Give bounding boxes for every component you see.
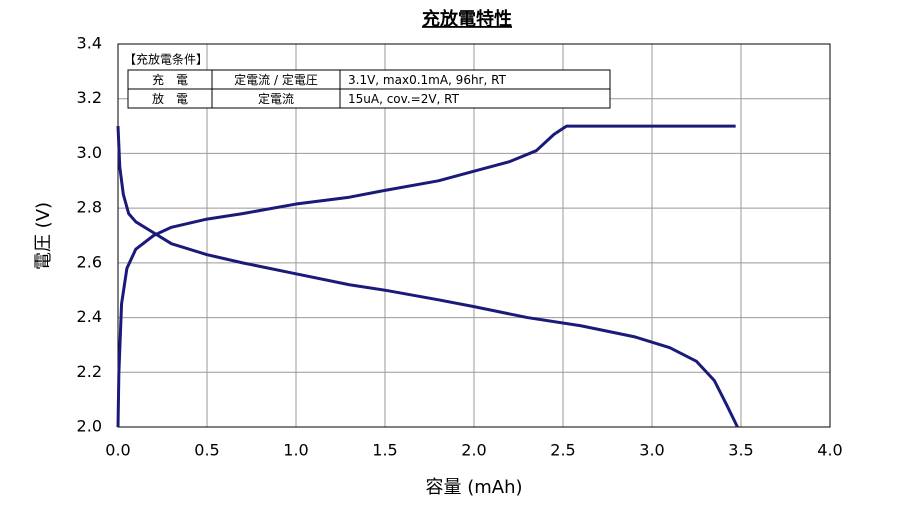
x-tick-label: 0.0 bbox=[105, 441, 130, 460]
y-tick-label: 2.6 bbox=[77, 252, 102, 271]
y-tick-label: 2.2 bbox=[77, 362, 102, 381]
table-cell: 定電流 bbox=[258, 91, 294, 106]
x-tick-label: 4.0 bbox=[817, 441, 842, 460]
x-tick-label: 2.5 bbox=[550, 441, 575, 460]
y-axis-label: 電圧 (V) bbox=[33, 202, 54, 270]
x-axis-label: 容量 (mAh) bbox=[425, 477, 522, 498]
y-tick-label: 3.0 bbox=[77, 143, 102, 162]
data-line bbox=[116, 126, 739, 428]
table-cell: 定電流 / 定電圧 bbox=[234, 72, 318, 87]
chart-title: 充放電特性 bbox=[422, 8, 512, 30]
y-tick-label: 2.0 bbox=[77, 417, 102, 436]
x-tick-label: 3.5 bbox=[728, 441, 753, 460]
x-tick-label: 0.5 bbox=[194, 441, 219, 460]
x-tick-label: 2.0 bbox=[461, 441, 486, 460]
y-tick-label: 2.4 bbox=[77, 307, 102, 326]
data-line bbox=[116, 124, 736, 428]
table-title: 【充放電条件】 bbox=[124, 52, 208, 67]
table-cell: 充 電 bbox=[152, 72, 188, 87]
x-tick-label: 1.5 bbox=[372, 441, 397, 460]
y-tick-label: 2.8 bbox=[77, 198, 102, 217]
table-cell: 3.1V, max0.1mA, 96hr, RT bbox=[348, 73, 507, 87]
table-cell: 放 電 bbox=[152, 91, 188, 106]
x-tick-label: 1.0 bbox=[283, 441, 308, 460]
x-tick-label: 3.0 bbox=[639, 441, 664, 460]
plot-border bbox=[117, 43, 831, 428]
y-tick-label: 3.2 bbox=[77, 88, 102, 107]
table-cell: 15uA, cov.=2V, RT bbox=[348, 92, 460, 106]
y-tick-label: 3.4 bbox=[77, 34, 102, 53]
